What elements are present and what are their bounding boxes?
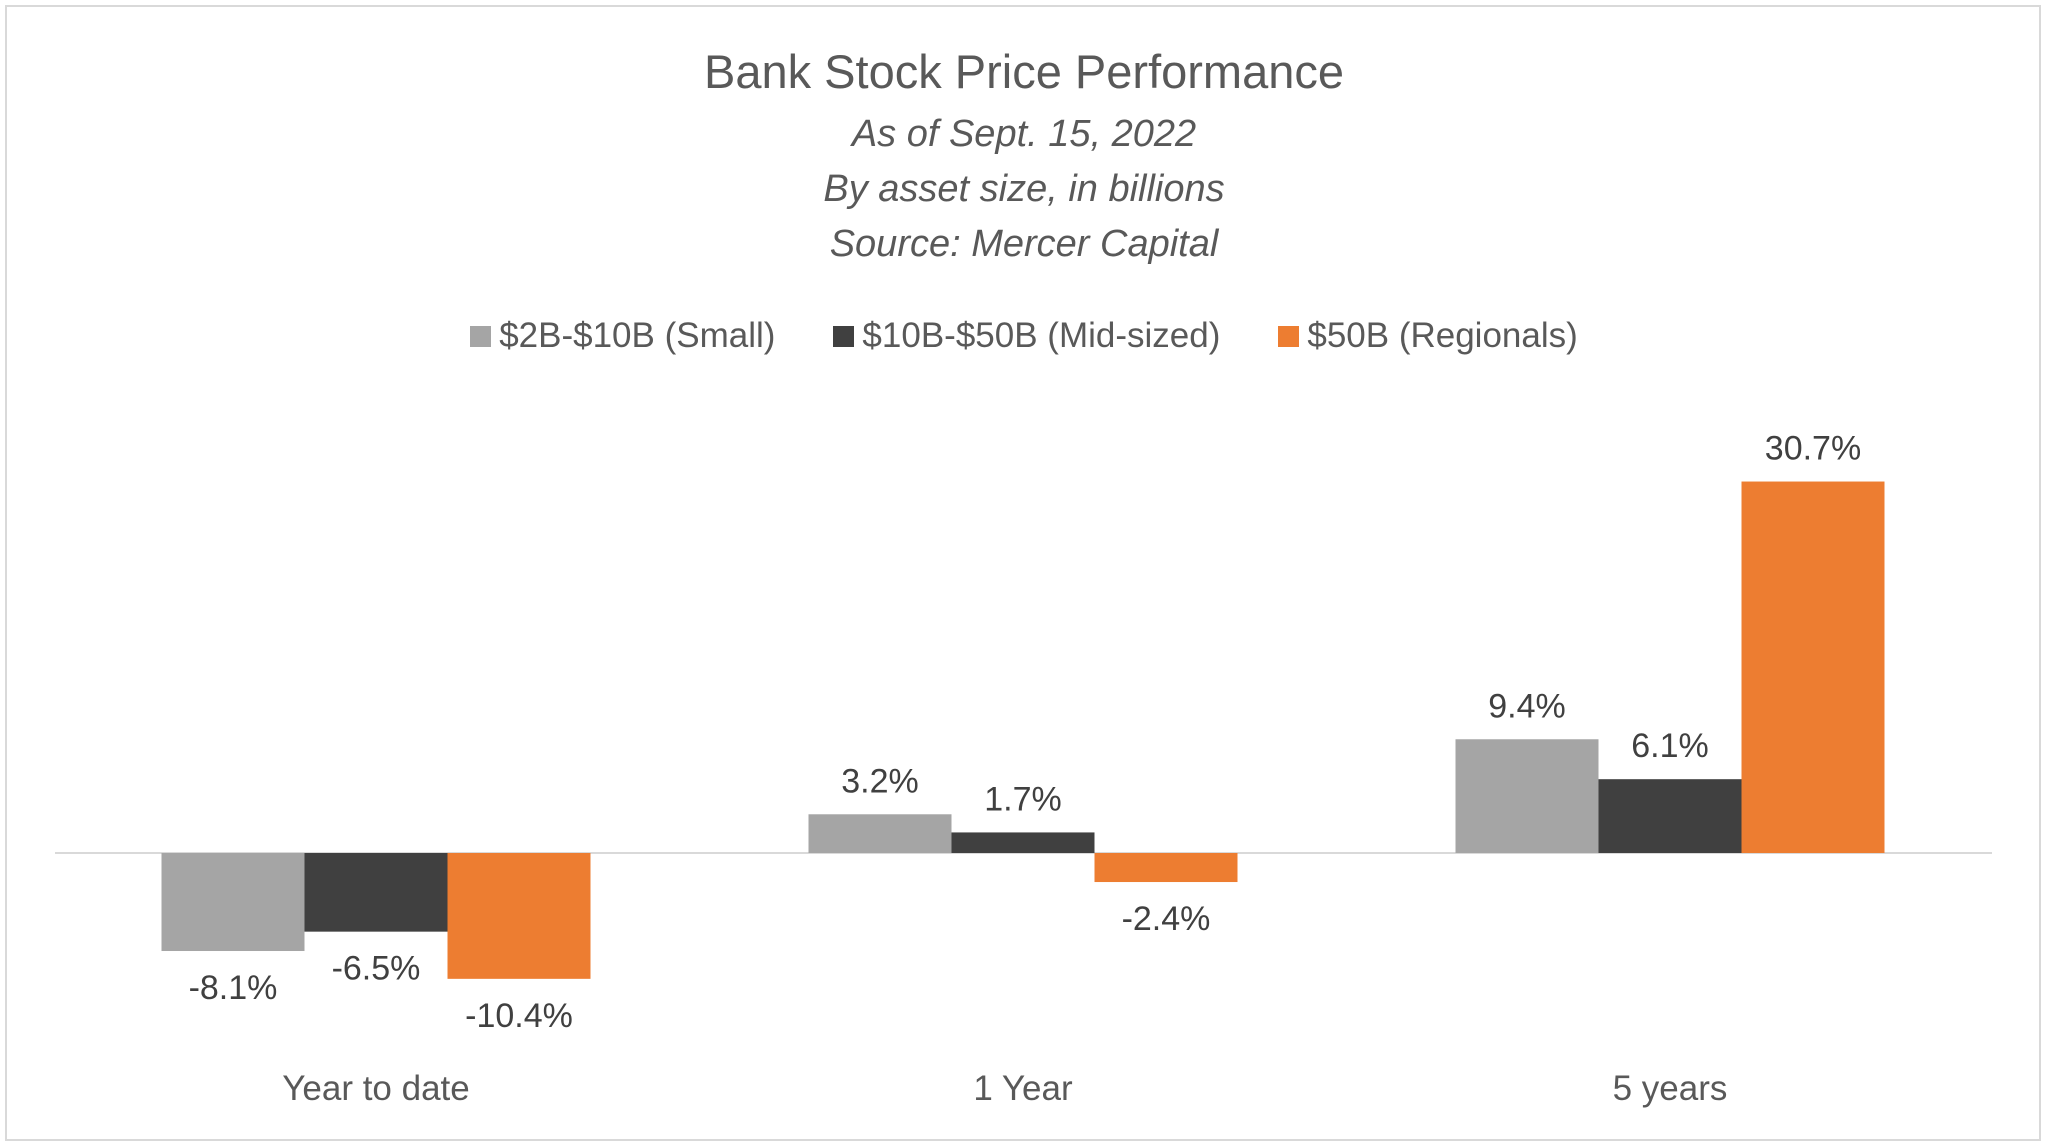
legend-item-small: $2B-$10B (Small) bbox=[470, 316, 775, 356]
chart-subtitle-units: By asset size, in billions bbox=[823, 168, 1225, 210]
legend-item-mid-sized: $10B-$50B (Mid-sized) bbox=[833, 316, 1220, 356]
data-label: 3.2% bbox=[841, 762, 919, 800]
legend-swatch-mid-sized bbox=[833, 325, 855, 347]
data-label: 6.1% bbox=[1631, 727, 1709, 765]
chart-frame bbox=[5, 5, 2041, 1141]
legend-swatch-regionals bbox=[1278, 325, 1300, 347]
legend-swatch-small bbox=[470, 325, 492, 347]
bar bbox=[951, 832, 1095, 853]
data-label: 1.7% bbox=[984, 780, 1062, 818]
bar bbox=[808, 814, 952, 853]
chart-legend: $2B-$10B (Small) $10B-$50B (Mid-sized) $… bbox=[0, 316, 2048, 356]
bar bbox=[1741, 481, 1885, 853]
bar bbox=[447, 853, 591, 979]
legend-label-regionals: $50B (Regionals) bbox=[1307, 316, 1578, 355]
chart-subtitle-source: Source: Mercer Capital bbox=[829, 223, 1219, 265]
category-label: Year to date bbox=[282, 1069, 469, 1108]
legend-item-regionals: $50B (Regionals) bbox=[1278, 316, 1578, 356]
data-label: 9.4% bbox=[1488, 687, 1566, 725]
chart-title: Bank Stock Price Performance bbox=[704, 45, 1344, 98]
bar bbox=[1455, 739, 1599, 853]
data-label: -6.5% bbox=[332, 950, 421, 988]
data-label: 30.7% bbox=[1765, 430, 1861, 468]
bar bbox=[161, 853, 305, 952]
bar bbox=[304, 853, 448, 932]
legend-label-small: $2B-$10B (Small) bbox=[499, 316, 776, 355]
data-label: -2.4% bbox=[1122, 900, 1211, 938]
legend-label-mid-sized: $10B-$50B (Mid-sized) bbox=[862, 316, 1221, 355]
data-label: -10.4% bbox=[465, 997, 573, 1035]
category-label: 1 Year bbox=[973, 1069, 1073, 1108]
category-label: 5 years bbox=[1613, 1069, 1728, 1108]
chart-subtitle-date: As of Sept. 15, 2022 bbox=[851, 113, 1197, 155]
data-label: -8.1% bbox=[189, 969, 278, 1007]
bar bbox=[1094, 853, 1238, 883]
bar bbox=[1598, 779, 1742, 853]
